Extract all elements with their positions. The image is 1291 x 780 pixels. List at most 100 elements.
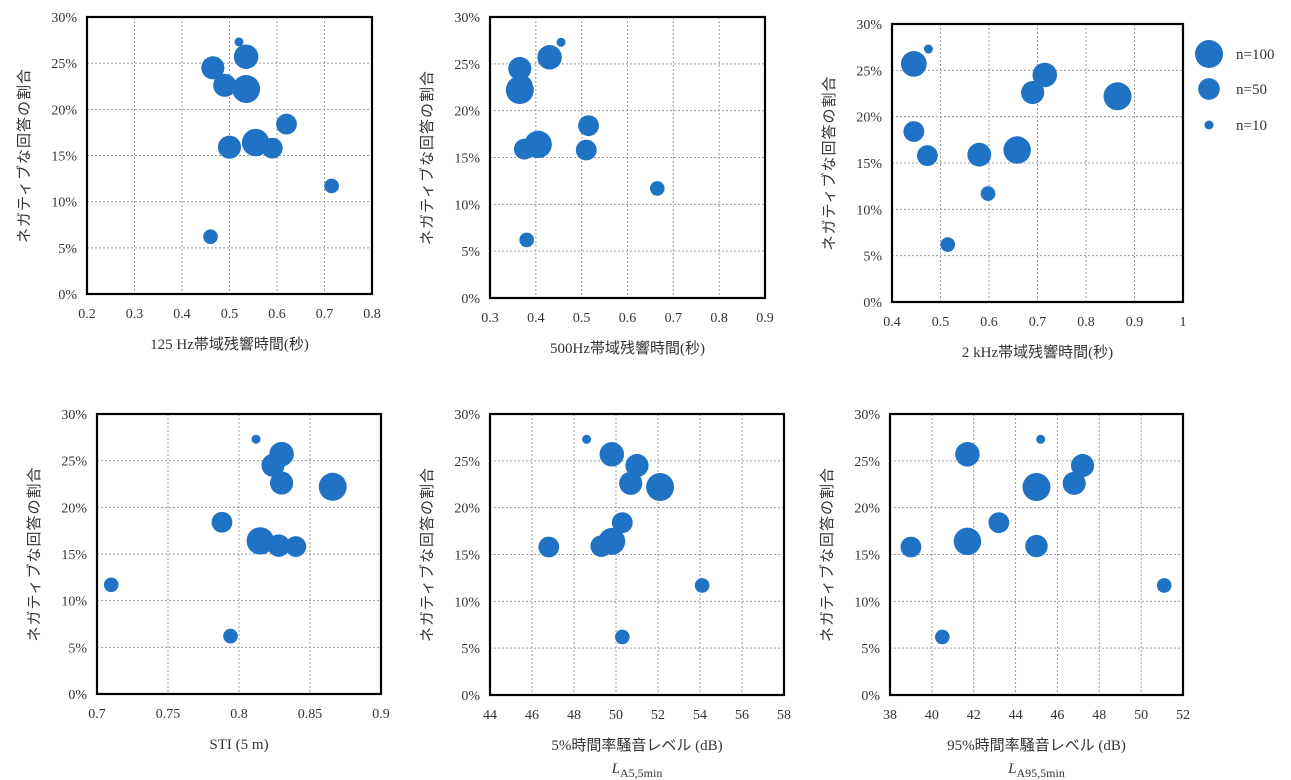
x-tick-label: 50 (1134, 708, 1148, 723)
x-tick-label: 0.7 (665, 311, 683, 326)
data-point (1156, 578, 1172, 593)
y-tick-label: 10% (856, 203, 882, 218)
x-axis-label: 95%時間率騒音レベル (dB) (947, 737, 1126, 754)
data-point (953, 527, 982, 556)
y-axis-label: ネガティブな回答の割合 (820, 75, 838, 250)
legend-label-100: n=100 (1236, 47, 1274, 63)
data-point (203, 229, 218, 245)
y-tick-label: 30% (854, 408, 880, 423)
data-point (232, 75, 261, 104)
data-point (524, 130, 552, 159)
x-tick-label: 0.6 (980, 315, 998, 330)
data-point (267, 534, 290, 557)
y-tick-label: 0% (863, 296, 882, 311)
x-tick-label: 1 (1180, 315, 1187, 330)
data-point (955, 442, 980, 467)
x-tick-label: 0.85 (298, 707, 323, 722)
chart-panel-2: 0.3 0.4 0.5 0.6 0.7 0.8 0.9 0% 5% 10% 15% 20% 25% 30%… (418, 11, 774, 357)
x-tick-label: 0.75 (156, 707, 181, 722)
x-axis-symbol-main: L (1007, 761, 1016, 777)
data-point (611, 512, 633, 534)
y-tick-label: 15% (856, 157, 882, 172)
data-point (900, 536, 922, 558)
y-tick-label: 0% (461, 689, 480, 704)
y-tick-label: 0% (68, 688, 87, 703)
data-point (246, 527, 275, 555)
data-point (599, 442, 625, 467)
data-point (980, 186, 996, 201)
chart-panel-1: 0.2 0.3 0.4 0.5 0.6 0.7 0.8 0% 5% 10% 15% 20% 25% 30%… (15, 11, 381, 353)
y-axis-label: ネガティブな回答の割合 (25, 466, 43, 641)
x-axis-symbol: LA5,5min (611, 761, 663, 780)
x-tick-label: 0.7 (1029, 315, 1047, 330)
y-tick-label: 30% (454, 11, 480, 26)
data-point (916, 145, 938, 167)
data-point (988, 512, 1010, 534)
y-tick-label: 25% (51, 57, 77, 72)
x-tick-label: 50 (609, 708, 623, 723)
legend-label-10: n=10 (1236, 118, 1267, 134)
x-tick-label: 0.9 (1126, 315, 1144, 330)
x-tick-label: 40 (925, 708, 939, 723)
legend-marker-50 (1198, 78, 1220, 100)
y-tick-label: 20% (51, 103, 77, 118)
x-tick-label: 0.3 (481, 311, 499, 326)
legend-label-50: n=50 (1236, 82, 1267, 98)
data-point (582, 434, 592, 444)
y-axis-label: ネガティブな回答の割合 (15, 68, 33, 243)
x-tick-label: 58 (777, 708, 791, 723)
x-tick-label: 0.8 (1077, 315, 1095, 330)
x-axis-symbol-main: L (611, 761, 620, 777)
y-tick-label: 5% (863, 250, 882, 265)
data-point (251, 434, 261, 444)
data-point (285, 536, 307, 557)
x-tick-label: 52 (651, 708, 665, 723)
y-tick-label: 30% (856, 18, 882, 33)
plot-frame (85, 15, 374, 296)
x-tick-label: 0.6 (619, 311, 637, 326)
data-point (578, 115, 599, 137)
data-point (223, 628, 238, 644)
data-point (103, 577, 119, 593)
data-point (646, 473, 675, 502)
plot-frame (888, 412, 1185, 697)
data-point (508, 56, 532, 81)
x-tick-label: 0.3 (126, 307, 144, 322)
y-tick-label: 15% (454, 549, 480, 564)
x-tick-label: 0.7 (316, 307, 334, 322)
data-point (261, 137, 283, 159)
x-axis-symbol-subscript: A95,5min (1017, 766, 1065, 780)
y-tick-label: 30% (454, 408, 480, 423)
data-point (213, 73, 237, 97)
legend-marker-100 (1195, 40, 1223, 68)
y-tick-label: 10% (454, 198, 480, 213)
data-point (556, 37, 566, 47)
data-point (900, 50, 927, 77)
data-point (1062, 471, 1086, 495)
plot-frame (488, 412, 786, 697)
data-point (598, 527, 626, 555)
y-tick-label: 10% (854, 595, 880, 610)
x-tick-label: 0.4 (527, 311, 545, 326)
y-tick-label: 25% (854, 455, 880, 470)
y-tick-label: 15% (51, 150, 77, 165)
y-tick-label: 20% (854, 502, 880, 517)
data-point (1032, 62, 1058, 88)
x-tick-label: 0.8 (710, 311, 728, 326)
data-point (1022, 473, 1051, 502)
data-point (923, 44, 933, 54)
x-tick-label: 0.8 (230, 707, 248, 722)
plot-frame (95, 412, 383, 696)
data-point (211, 511, 233, 533)
x-axis-label: STI (5 m) (209, 737, 268, 753)
chart-panel-6: 38 40 42 44 46 48 50 52 0% 5% 10% 15% 20% 25% 30% 95%時間… (818, 408, 1190, 780)
x-tick-label: 0.4 (883, 315, 901, 330)
y-tick-label: 20% (856, 111, 882, 126)
y-tick-label: 0% (461, 292, 480, 307)
x-tick-label: 0.2 (78, 307, 96, 322)
x-tick-label: 56 (735, 708, 749, 723)
data-point (625, 453, 649, 478)
data-point (694, 578, 710, 593)
data-point (575, 139, 597, 161)
data-point (940, 237, 956, 252)
